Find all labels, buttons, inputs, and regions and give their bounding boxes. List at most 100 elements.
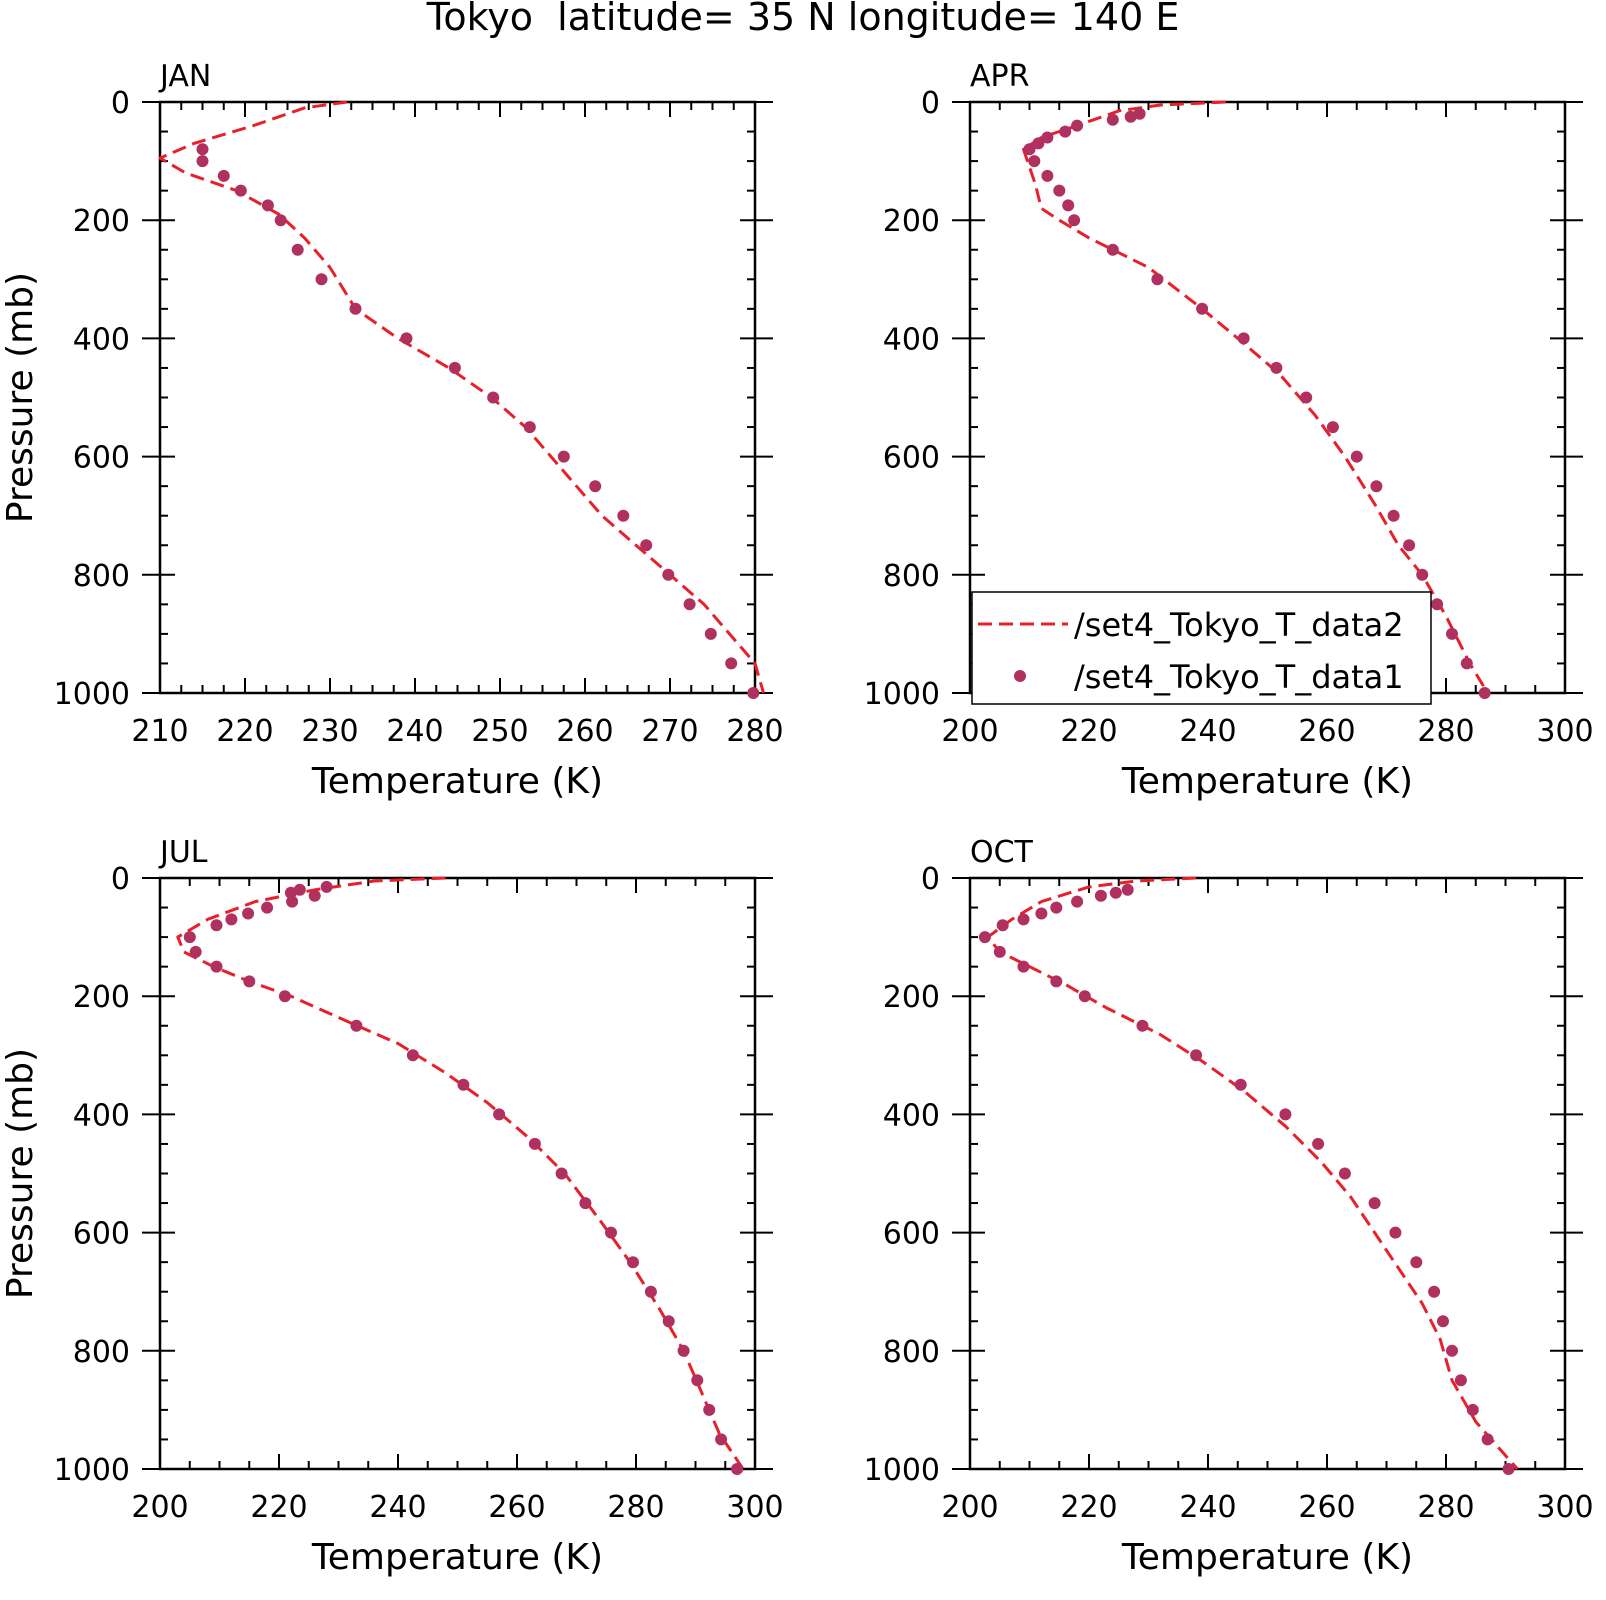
data-point-data1 [1124,110,1137,123]
data-point-data1 [1368,1197,1381,1210]
data-point-data1 [1446,1344,1458,1357]
y-tick-label: 0 [921,86,940,121]
legend-dot-swatch [1014,670,1026,682]
data-point-data1 [1151,273,1164,286]
data-point-data1 [703,1403,716,1416]
data-point-data1 [1109,886,1122,899]
data-point-data1 [1071,119,1084,132]
x-tick-label: 230 [301,714,358,749]
y-tick-label: 600 [883,1217,940,1252]
data-point-data1 [1270,361,1283,374]
y-tick-label: 1000 [864,677,940,712]
data-point-data1 [1428,1285,1441,1298]
y-tick-label: 800 [883,1335,940,1370]
x-tick-label: 200 [941,1490,998,1525]
y-tick-label: 400 [883,1098,940,1133]
data-point-data1 [1237,332,1250,345]
series-line-data2 [986,876,1519,1470]
data-point-data1 [1068,214,1081,227]
plot-frame [968,876,1567,1471]
y-tick-label: 600 [73,1217,130,1252]
data-point-data1 [1032,137,1045,150]
data-point-data1 [1023,143,1036,156]
y-tick-label: 1000 [864,1453,940,1488]
data-point-data1 [731,1463,744,1475]
x-tick-label: 280 [607,1490,664,1525]
data-point-data1 [1387,509,1400,522]
data-point-data1 [662,1315,675,1328]
data-point-data1 [457,1078,470,1091]
data-point-data1 [1370,480,1383,493]
series-line-data2 [1022,100,1489,694]
x-tick-label: 240 [369,1490,426,1525]
panel-label: OCT [970,835,1034,870]
data-point-data1 [315,273,328,286]
y-axis-label: Pressure (mb) [0,1048,41,1299]
x-tick-label: 300 [726,1490,783,1525]
data-point-data1 [1059,125,1072,138]
data-point-data1 [1389,1226,1402,1239]
y-tick-label: 400 [73,322,130,357]
data-point-data1 [704,627,717,640]
data-point-data1 [1094,889,1107,902]
data-point-data1 [196,143,209,156]
x-tick-label: 280 [1417,714,1474,749]
x-tick-label: 260 [1298,1490,1355,1525]
data-point-data1 [493,1108,506,1121]
data-point-data1 [286,895,299,908]
data-point-data1 [183,931,196,944]
y-tick-label: 1000 [54,1453,130,1488]
y-tick-label: 200 [883,204,940,239]
data-point-data1 [217,169,230,182]
data-point-data1 [242,907,255,920]
data-point-data1 [996,919,1009,932]
x-axis-label: Temperature (K) [311,1537,603,1578]
data-point-data1 [1041,131,1054,144]
y-tick-label: 400 [73,1098,130,1133]
data-point-data1 [617,509,630,522]
data-point-data1 [523,421,536,434]
y-tick-label: 600 [883,441,940,476]
data-point-data1 [243,975,256,988]
data-point-data1 [1403,539,1416,552]
y-tick-label: 200 [73,204,130,239]
x-tick-label: 200 [941,714,998,749]
series-line-data2 [158,100,765,694]
data-point-data1 [589,480,602,493]
y-tick-label: 1000 [54,677,130,712]
data-point-data1 [406,1049,419,1062]
data-point-data1 [715,1433,728,1446]
data-point-data1 [1446,627,1458,640]
data-point-data1 [1062,199,1075,212]
data-point-data1 [662,568,675,581]
data-point-data1 [349,302,362,315]
data-point-data1 [1234,1078,1247,1091]
data-point-data1 [196,155,209,168]
data-point-data1 [210,960,223,973]
x-tick-label: 260 [1298,714,1355,749]
data-point-data1 [1017,913,1030,926]
x-tick-label: 240 [386,714,443,749]
x-tick-label: 220 [1060,714,1117,749]
data-point-data1 [320,880,333,893]
data-point-data1 [579,1197,592,1210]
data-point-data1 [1460,657,1473,670]
y-tick-label: 0 [111,862,130,897]
x-tick-label: 280 [1417,1490,1474,1525]
panel-label: JUL [158,835,208,870]
x-tick-label: 260 [556,714,613,749]
y-tick-label: 800 [73,1335,130,1370]
data-point-data1 [1041,169,1054,182]
data-point-data1 [683,598,696,611]
data-point-data1 [1035,907,1048,920]
data-point-data1 [350,1019,363,1032]
data-point-data1 [400,332,413,345]
x-tick-label: 300 [1536,714,1593,749]
x-axis-label: Temperature (K) [311,761,603,802]
series-line-data2 [176,876,745,1470]
legend-entry-data1: /set4_Tokyo_T_data1 [1074,658,1404,696]
data-point-data1 [1028,155,1041,168]
data-point-data1 [747,687,760,699]
data-point-data1 [1431,598,1444,611]
